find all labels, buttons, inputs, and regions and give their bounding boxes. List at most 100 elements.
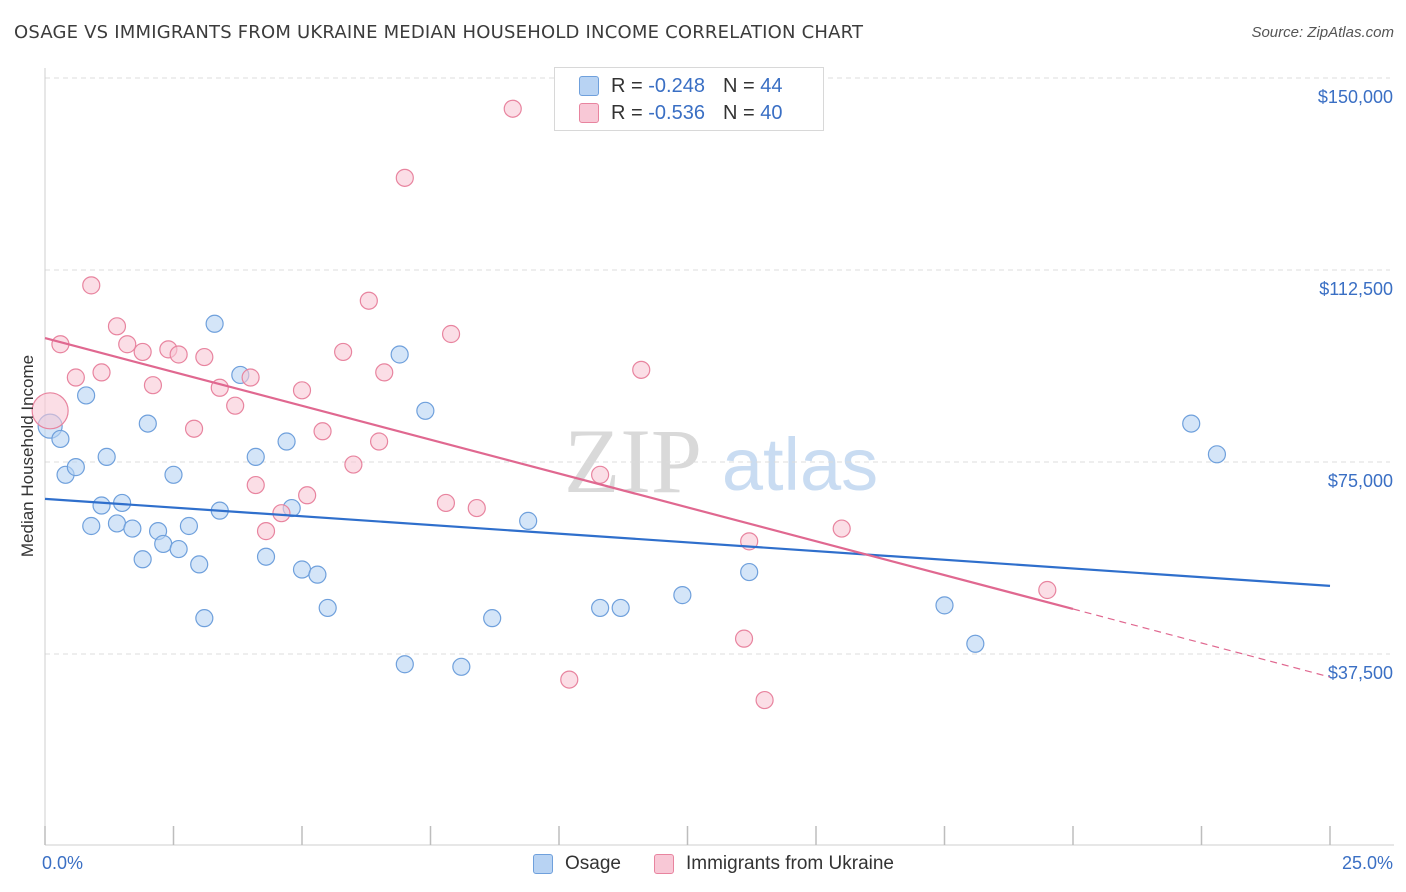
correlation-legend: R = -0.248 N = 44 R = -0.536 N = 40 [554,67,824,131]
osage-point [519,511,538,530]
osage-point [591,598,610,618]
y-tick-label: $75,000 [1328,471,1393,491]
ukraine-swatch [654,854,674,874]
osage-point [292,560,312,579]
osage-point [97,447,116,466]
ukraine-point [226,396,245,415]
n-value: 40 [760,101,783,124]
ukraine-point [82,276,101,295]
osage-point [123,519,142,538]
osage-point [82,516,101,536]
ukraine-point [169,345,188,364]
osage-point [138,414,157,433]
ukraine-point [395,168,414,187]
ukraine-point [467,498,486,518]
ukraine-point [31,392,69,430]
ukraine-point [256,522,276,541]
chart-title: OSAGE VS IMMIGRANTS FROM UKRAINE MEDIAN … [14,22,864,43]
osage-point [107,514,127,533]
y-tick-label: $112,500 [1319,279,1393,299]
osage-point [390,345,409,364]
ukraine-point [560,670,579,689]
osage-point [190,555,209,574]
osage-point [179,516,199,536]
osage-point [277,432,296,451]
ukraine-point [632,360,651,379]
x-tick-label: 0.0% [42,853,83,873]
osage-point [77,386,96,405]
osage-point [195,609,214,628]
ukraine-point [143,376,163,395]
osage-point [66,458,85,477]
y-axis-label: Median Household Income [18,354,37,558]
ukraine-point [195,347,214,367]
legend-row-osage: R = -0.248 N = 44 [579,73,782,99]
ukraine-point [375,363,394,382]
legend-label-ukraine: Immigrants from Ukraine [686,853,894,874]
ukraine-trend-line [44,337,1074,611]
r-label: R = [611,101,643,124]
source-label: Source: ZipAtlas.com [1251,24,1394,41]
legend-item-osage[interactable]: Osage [533,850,621,878]
n-value: 44 [760,74,783,97]
watermark-atlas: atlas [722,423,878,506]
osage-point [740,562,759,582]
osage-point [205,314,224,333]
series-legend: Osage Immigrants from Ukraine [0,850,1406,878]
ukraine-point [359,291,378,310]
osage-point [164,465,183,484]
osage-point [154,534,173,554]
osage-swatch [579,76,599,96]
x-tick-label: 25.0% [1342,853,1393,873]
ukraine-point [503,99,522,118]
ukraine-point [436,493,456,513]
legend-item-ukraine[interactable]: Immigrants from Ukraine [654,850,894,878]
y-tick-label: $150,000 [1318,87,1393,107]
osage-point [966,634,985,653]
ukraine-point [133,342,152,362]
osage-point [483,609,502,628]
ukraine-point [246,475,265,495]
ukraine-point [298,486,317,505]
osage-point [395,655,414,674]
ukraine-point [184,419,204,438]
osage-point [935,596,954,615]
ukraine-point [241,368,260,387]
ukraine-point [370,432,389,451]
ukraine-point [107,317,127,336]
ukraine-point [344,455,363,474]
osage-point [611,598,630,618]
osage-point [308,565,327,584]
osage-point [318,598,337,618]
osage-point [256,547,276,566]
r-value: -0.536 [648,101,705,124]
osage-point [246,447,265,466]
ukraine-point [334,342,353,362]
ukraine-point [734,629,754,648]
ukraine-point [92,363,111,382]
osage-point [452,657,471,676]
ukraine-point [292,381,312,400]
osage-point [169,539,188,559]
r-value: -0.248 [648,74,705,97]
osage-point [92,496,111,515]
n-label: N = [722,74,755,97]
ukraine-point [118,335,137,354]
osage-point [51,429,70,449]
osage-point [1207,445,1227,464]
osage-swatch [533,854,553,874]
osage-point [1182,414,1201,433]
ukraine-point [66,368,85,387]
osage-point [133,550,152,569]
y-tick-label: $37,500 [1328,663,1393,683]
ukraine-point [591,465,610,484]
legend-label-osage: Osage [565,853,621,874]
ukraine-swatch [579,103,599,123]
ukraine-point [832,519,851,538]
ukraine-point [313,422,332,441]
r-label: R = [611,74,643,97]
n-label: N = [722,101,755,124]
ukraine-point [441,324,461,344]
legend-row-ukraine: R = -0.536 N = 40 [579,100,782,126]
